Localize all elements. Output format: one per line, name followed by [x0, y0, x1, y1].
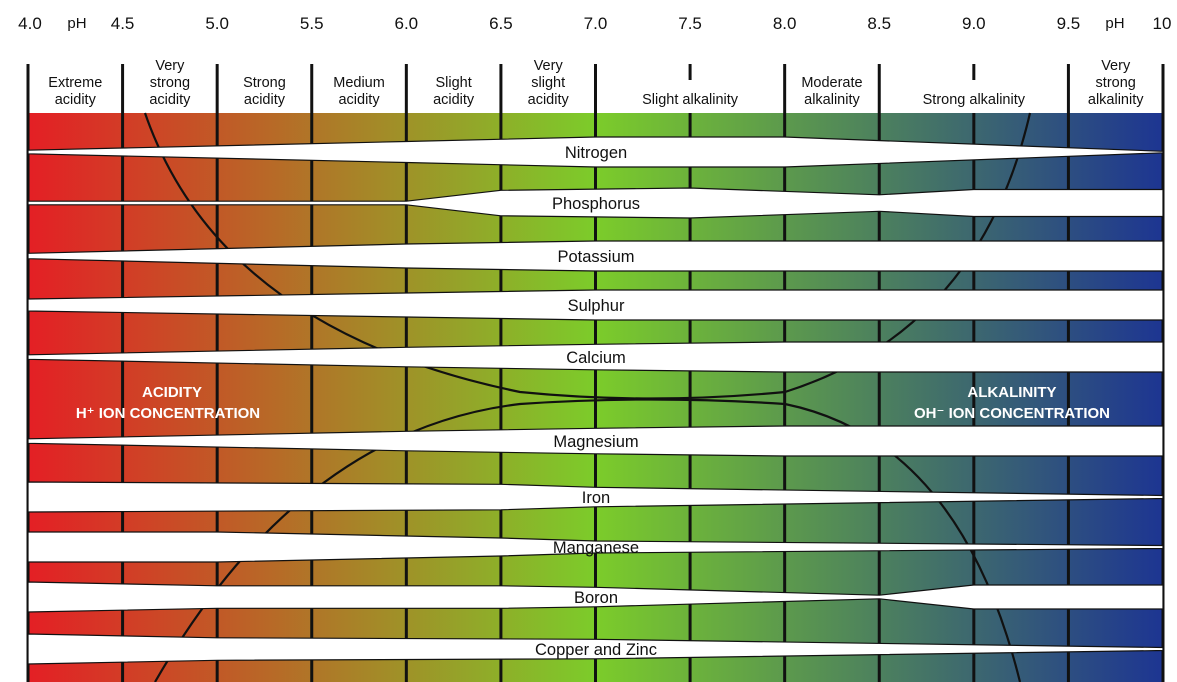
nutrient-label: Boron — [574, 589, 618, 607]
nutrient-band — [27, 341, 1164, 373]
nutrient-band — [27, 240, 1164, 272]
category-label: Very strong alkalinity — [1088, 58, 1144, 108]
ph-tick-label: 6.0 — [395, 14, 419, 33]
acidity-title: ACIDITY — [142, 384, 202, 401]
nutrient-band — [27, 187, 1164, 219]
nutrient-band — [27, 136, 1164, 168]
nutrient-label: Nitrogen — [565, 144, 627, 162]
category-label: Extreme acidity — [48, 75, 102, 108]
ph-tick-label: 7.5 — [678, 14, 702, 33]
category-label: Medium acidity — [333, 75, 385, 108]
category-label: Moderate alkalinity — [801, 75, 862, 108]
ph-label-right: pH — [1105, 15, 1124, 32]
nutrient-band — [27, 289, 1164, 321]
acidity-subtitle: H⁺ ION CONCENTRATION — [76, 405, 260, 422]
category-label: Slight alkalinity — [642, 92, 739, 108]
nutrient-bands: Nitrogen Phosphorus Potassium Sulphur Calciu… — [27, 136, 1164, 665]
ph-tick-label: 7.0 — [584, 14, 608, 33]
h-ion-curve — [143, 112, 786, 400]
nutrient-band — [27, 481, 1164, 513]
nutrient-band — [27, 581, 1164, 613]
nutrient-band — [27, 425, 1164, 457]
category-label: Slight acidity — [433, 75, 475, 108]
ph-tick-label: 8.0 — [773, 14, 797, 33]
ph-axis: 4.0 4.5 5.0 5.5 6.0 6.5 7.0 7.5 8.0 8.5 9.0 9.5 10 — [18, 14, 1171, 33]
ph-tick-label: 9.5 — [1057, 14, 1081, 33]
ph-tick-label: 9.0 — [962, 14, 986, 33]
ph-tick-label: 4.0 — [18, 14, 42, 33]
nutrient-label: Sulphur — [568, 297, 625, 315]
nutrient-band — [27, 633, 1164, 665]
nutrient-band — [27, 531, 1164, 563]
ph-label-left: pH — [67, 15, 86, 32]
nutrient-label: Phosphorus — [552, 195, 640, 213]
ph-tick-label: 10 — [1153, 14, 1172, 33]
ph-tick-label: 5.0 — [205, 14, 229, 33]
nutrient-label: Manganese — [553, 539, 639, 557]
alkalinity-title: ALKALINITY — [967, 384, 1056, 401]
nutrient-label: Iron — [582, 489, 610, 507]
nutrient-label: Potassium — [557, 248, 634, 266]
acidity-category-header: Extreme acidity Very strong acidity Strong aci… — [26, 58, 1165, 113]
category-label: Strong acidity — [243, 75, 286, 108]
alkalinity-subtitle: OH⁻ ION CONCENTRATION — [914, 405, 1110, 422]
nutrient-label: Copper and Zinc — [535, 641, 657, 659]
ph-tick-label: 5.5 — [300, 14, 324, 33]
category-label: Very slight acidity — [528, 58, 570, 108]
category-label: Strong alkalinity — [923, 92, 1026, 108]
ph-tick-label: 4.5 — [111, 14, 135, 33]
ph-tick-label: 8.5 — [867, 14, 891, 33]
nutrient-label: Calcium — [566, 349, 626, 367]
category-label: Very strong acidity — [149, 58, 191, 108]
ph-tick-label: 6.5 — [489, 14, 513, 33]
nutrient-label: Magnesium — [553, 433, 638, 451]
